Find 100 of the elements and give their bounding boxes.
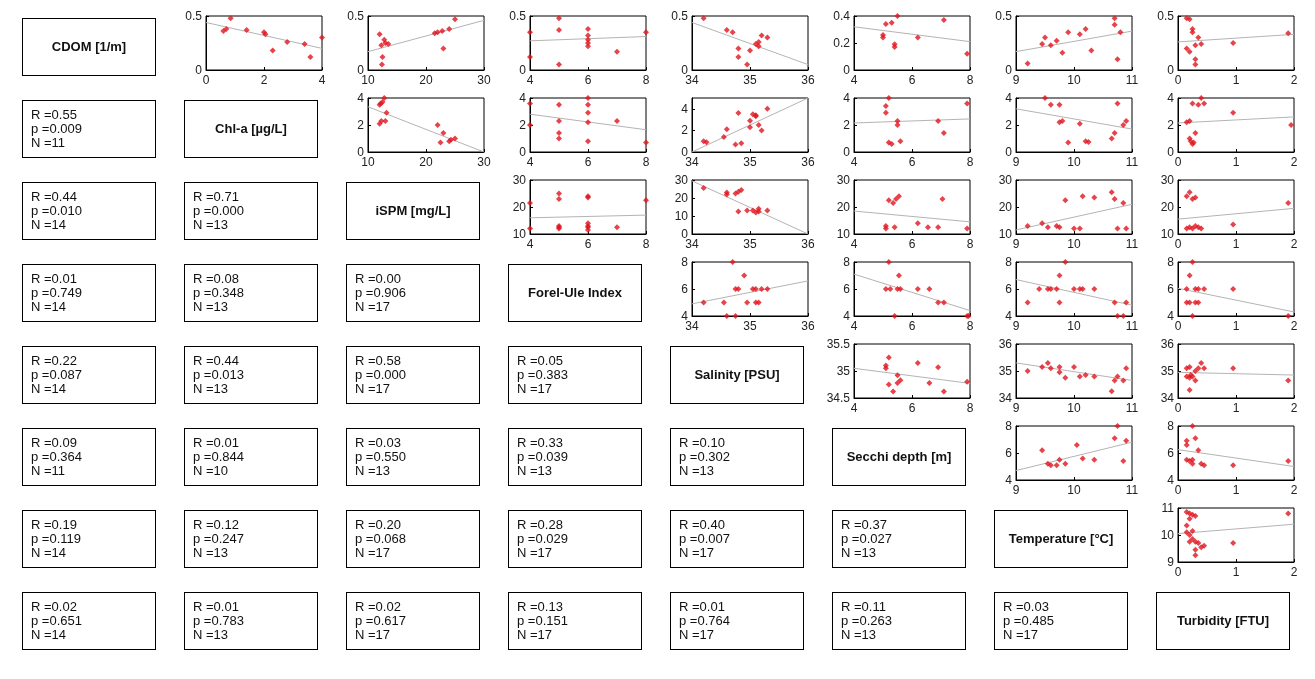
x-tick-label: 1	[1232, 565, 1240, 579]
y-tick-label: 6	[843, 282, 851, 296]
x-tick-label: 10	[1067, 73, 1081, 87]
y-tick-label: 6	[681, 282, 689, 296]
x-tick-label: 10	[1067, 237, 1081, 251]
x-tick-label: 8	[966, 73, 974, 87]
text: R =0.01 p =0.749 N =14	[31, 271, 83, 314]
x-tick-label: 6	[584, 237, 592, 251]
y-tick-label: 0.5	[671, 9, 689, 23]
x-tick-label: 36	[801, 237, 815, 251]
y-tick-label: 6	[1005, 282, 1013, 296]
text: R =0.01 p =0.844 N =10	[193, 435, 245, 478]
x-tick-label: 1	[1232, 73, 1240, 87]
x-tick-label: 36	[801, 155, 815, 169]
x-tick-label: 10	[1067, 155, 1081, 169]
y-tick-label: 4	[1167, 309, 1175, 323]
y-tick-label: 4	[1167, 473, 1175, 487]
y-tick-label: 6	[1167, 282, 1175, 296]
text: Secchi depth [m]	[845, 449, 953, 464]
x-tick-label: 11	[1125, 319, 1139, 333]
text: R =0.44 p =0.010 N =14	[31, 189, 83, 232]
x-tick-label: 10	[1067, 401, 1081, 415]
y-tick-label: 20	[674, 191, 689, 205]
y-tick-label: 35.5	[826, 337, 851, 351]
x-tick-label: 6	[908, 319, 916, 333]
y-tick-label: 8	[843, 255, 851, 269]
text: R =0.71 p =0.000 N =13	[193, 189, 245, 232]
text: R =0.55 p =0.009 N =11	[31, 107, 83, 150]
y-tick-label: 0	[1005, 63, 1013, 77]
y-tick-label: 0	[681, 145, 689, 159]
x-tick-label: 8	[642, 237, 650, 251]
y-tick-label: 0	[843, 63, 851, 77]
y-tick-label: 6	[1167, 446, 1175, 460]
x-tick-label: 1	[1232, 483, 1240, 497]
text: R =0.08 p =0.348 N =13	[193, 271, 245, 314]
x-tick-label: 1	[1232, 401, 1240, 415]
text: R =0.19 p =0.119 N =14	[31, 517, 82, 560]
x-tick-label: 10	[1067, 319, 1081, 333]
y-tick-label: 4	[1005, 91, 1013, 105]
text: R =0.28 p =0.029 N =17	[517, 517, 569, 560]
y-tick-label: 0	[1005, 145, 1013, 159]
y-tick-label: 30	[998, 173, 1013, 187]
y-tick-label: 20	[512, 200, 527, 214]
text: R =0.00 p =0.906 N =17	[355, 271, 407, 314]
x-tick-label: 6	[584, 73, 592, 87]
x-tick-label: 11	[1125, 237, 1139, 251]
y-tick-label: 35	[836, 364, 851, 378]
y-tick-label: 6	[1005, 446, 1013, 460]
y-tick-label: 0.2	[833, 36, 851, 50]
x-tick-label: 2	[1290, 319, 1298, 333]
x-tick-label: 6	[584, 155, 592, 169]
x-tick-label: 8	[966, 401, 974, 415]
x-tick-label: 1	[1232, 319, 1240, 333]
y-tick-label: 0.4	[833, 9, 851, 23]
y-tick-label: 8	[1005, 255, 1013, 269]
y-tick-label: 4	[357, 91, 365, 105]
text: R =0.12 p =0.247 N =13	[193, 517, 245, 560]
text: R =0.09 p =0.364 N =11	[31, 435, 83, 478]
y-tick-label: 2	[1167, 118, 1175, 132]
text: R =0.02 p =0.651 N =14	[31, 599, 83, 642]
text: R =0.58 p =0.000 N =17	[355, 353, 407, 396]
x-tick-label: 20	[419, 73, 433, 87]
x-tick-label: 11	[1125, 155, 1139, 169]
y-tick-label: 0	[357, 63, 365, 77]
text: R =0.11 p =0.263 N =13	[841, 599, 893, 642]
y-tick-label: 9	[1167, 555, 1175, 569]
text: R =0.37 p =0.027 N =13	[841, 517, 893, 560]
x-tick-label: 2	[260, 73, 268, 87]
text: R =0.03 p =0.550 N =13	[355, 435, 407, 478]
x-tick-label: 35	[743, 73, 757, 87]
text: R =0.40 p =0.007 N =17	[679, 517, 731, 560]
text: R =0.33 p =0.039 N =13	[517, 435, 569, 478]
y-tick-label: 10	[998, 227, 1013, 241]
y-tick-label: 30	[836, 173, 851, 187]
y-tick-label: 4	[681, 101, 689, 116]
x-tick-label: 1	[1232, 237, 1240, 251]
y-tick-label: 4	[843, 91, 851, 105]
y-tick-label: 34.5	[826, 391, 851, 405]
y-tick-label: 0	[1167, 63, 1175, 77]
text: Forel-Ule Index	[527, 285, 623, 300]
x-tick-label: 2	[1290, 483, 1298, 497]
y-tick-label: 34	[998, 391, 1013, 405]
y-tick-label: 0	[1167, 145, 1175, 159]
y-tick-label: 10	[1160, 227, 1175, 241]
y-tick-label: 0.5	[347, 9, 365, 23]
y-tick-label: 20	[836, 200, 851, 214]
y-tick-label: 0	[843, 145, 851, 159]
y-tick-label: 8	[1167, 255, 1175, 269]
y-tick-label: 8	[681, 255, 689, 269]
y-tick-label: 0.5	[185, 9, 203, 23]
x-tick-label: 35	[743, 155, 757, 169]
x-tick-label: 2	[1290, 565, 1298, 579]
x-tick-label: 2	[1290, 73, 1298, 87]
text: R =0.44 p =0.013 N =13	[193, 353, 245, 396]
x-tick-label: 11	[1125, 401, 1139, 415]
y-tick-label: 4	[1005, 309, 1013, 323]
x-tick-label: 2	[1290, 155, 1298, 169]
x-tick-label: 20	[419, 155, 433, 169]
y-tick-label: 36	[998, 337, 1013, 351]
text: R =0.22 p =0.087 N =14	[31, 353, 83, 396]
